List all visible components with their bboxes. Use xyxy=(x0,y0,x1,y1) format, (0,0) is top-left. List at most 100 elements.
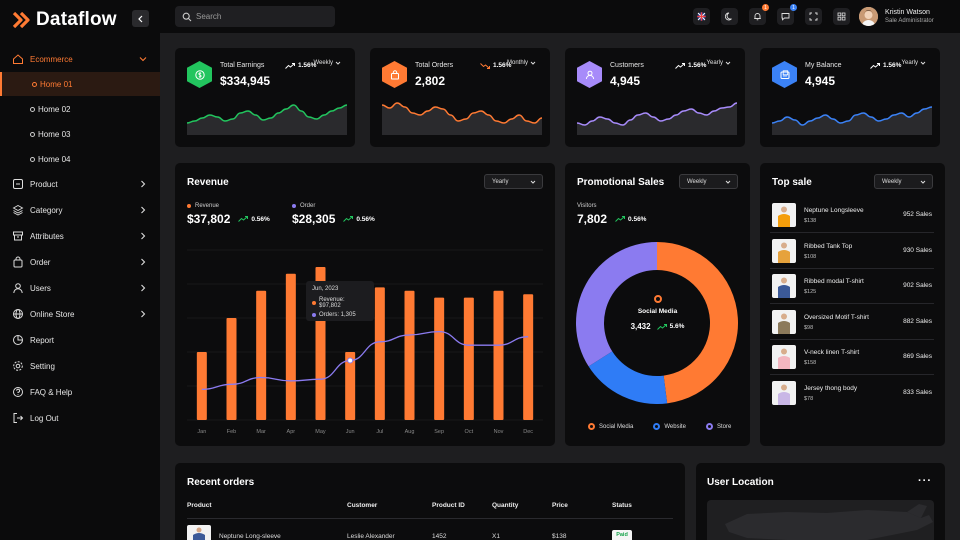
top-sale-item[interactable]: Ribbed Tank Top $108 930 Sales xyxy=(770,234,934,269)
sidebar-item-faq-help[interactable]: FAQ & Help xyxy=(0,379,160,405)
stat-title: My Balance xyxy=(805,62,842,69)
revenue-legend-label: Revenue xyxy=(195,203,220,209)
fullscreen-button[interactable] xyxy=(805,8,822,25)
col-product-id[interactable]: Product ID xyxy=(432,502,465,509)
donut-slice-website[interactable] xyxy=(588,351,668,404)
sidebar-item-log-out[interactable]: Log Out xyxy=(0,405,160,431)
col-product[interactable]: Product xyxy=(187,502,212,509)
sidebar-item-category[interactable]: Category xyxy=(0,197,160,223)
col-quantity[interactable]: Quantity xyxy=(492,502,519,509)
product-sales: 882 Sales xyxy=(903,317,932,325)
revenue-bar-jun[interactable] xyxy=(345,352,356,420)
sidebar-item-order[interactable]: Order xyxy=(0,249,160,275)
sparkline-area xyxy=(187,105,347,135)
col-status[interactable]: Status xyxy=(612,502,632,509)
trend-up-icon xyxy=(675,62,685,69)
sparkline-line xyxy=(187,104,347,124)
tooltip-revenue-text: Revenue: $97,802 xyxy=(319,297,345,309)
sidebar-item-users[interactable]: Users xyxy=(0,275,160,301)
product-name: Oversized Motif T-shirt xyxy=(804,313,869,321)
top-sale-item[interactable]: V-neck linen T-shirt $158 869 Sales xyxy=(770,340,934,375)
order-line xyxy=(201,330,529,391)
promo-donut-chart xyxy=(576,242,738,404)
promo-period-dropdown[interactable]: Weekly xyxy=(679,174,738,189)
visitors-label: Visitors xyxy=(577,203,597,209)
revenue-bar-aug[interactable] xyxy=(404,290,415,420)
revenue-bar-nov[interactable] xyxy=(493,290,504,420)
user-avatar[interactable] xyxy=(859,7,878,26)
top-sale-item[interactable]: Ribbed modal T-shirt $125 902 Sales xyxy=(770,269,934,304)
revenue-bar-mar[interactable] xyxy=(256,290,267,420)
sidebar-subitem-home-03[interactable]: Home 03 xyxy=(0,122,160,146)
revenue-bar-oct[interactable] xyxy=(463,297,474,420)
trend-up-icon xyxy=(870,62,880,69)
moon-icon xyxy=(725,12,732,21)
stat-card-my-balance: My Balance 1.56% Yearly 4,945 xyxy=(760,48,940,147)
report-icon xyxy=(13,335,23,345)
donut-slice-store[interactable] xyxy=(576,242,657,367)
revenue-bar-jul[interactable] xyxy=(374,287,385,420)
revenue-bar-dec[interactable] xyxy=(523,294,534,420)
messages-button[interactable]: 1 xyxy=(777,4,797,25)
dropdown-value: Yearly xyxy=(492,178,509,185)
order-id: 1452 xyxy=(432,533,447,540)
brand-logo[interactable]: Dataflow xyxy=(12,9,117,31)
sidebar-item-attributes[interactable]: Attributes xyxy=(0,223,160,249)
donut-slice-social-media[interactable] xyxy=(657,242,738,404)
stat-period-dropdown[interactable]: Weekly xyxy=(313,60,341,66)
top-sale-item[interactable]: Jersey thong body $78 833 Sales xyxy=(770,376,934,411)
stat-period-dropdown[interactable]: Yearly xyxy=(707,60,731,66)
sidebar-item-setting[interactable]: Setting xyxy=(0,353,160,379)
revenue-bar-feb[interactable] xyxy=(226,318,237,420)
sidebar-item-online-store[interactable]: Online Store xyxy=(0,301,160,327)
sidebar-subitem-home-02[interactable]: Home 02 xyxy=(0,97,160,121)
legend-label: Social Media xyxy=(599,423,634,430)
location-map[interactable] xyxy=(707,500,934,540)
notifications-button[interactable]: 1 xyxy=(749,4,769,25)
revenue-value: $37,802 xyxy=(187,212,231,226)
revenue-period-dropdown[interactable]: Yearly xyxy=(484,174,543,189)
sidebar-subitem-home-04[interactable]: Home 04 xyxy=(0,147,160,171)
chevron-right-icon xyxy=(141,180,146,188)
sidebar-subitem-home-01[interactable]: Home 01 xyxy=(0,72,160,96)
stat-period-dropdown[interactable]: Yearly xyxy=(902,60,926,66)
box-icon xyxy=(13,179,23,189)
stat-icon-badge xyxy=(382,61,407,88)
chevron-right-icon xyxy=(141,310,146,318)
revenue-bar-jan[interactable] xyxy=(196,352,207,420)
revenue-legend: Revenue xyxy=(187,203,219,209)
apps-button[interactable] xyxy=(833,8,850,25)
product-sales: 833 Sales xyxy=(903,388,932,396)
x-tick-label: Aug xyxy=(405,429,415,435)
order-summary: $28,305 0.56% xyxy=(292,212,375,226)
more-options-icon[interactable]: ··· xyxy=(918,475,932,487)
col-customer[interactable]: Customer xyxy=(347,502,378,509)
order-product-name[interactable]: Neptune Long-sleeve xyxy=(219,533,281,540)
user-name[interactable]: Kristin Watson xyxy=(885,9,930,16)
order-customer: Leslie Alexander xyxy=(347,533,395,540)
dropdown-value: Weekly xyxy=(882,178,902,185)
order-pct-text: 0.56% xyxy=(356,215,375,223)
stat-period-dropdown[interactable]: Monthly xyxy=(507,60,536,66)
subitem-label: Home 04 xyxy=(38,154,71,164)
revenue-bar-sep[interactable] xyxy=(434,297,445,420)
search-box[interactable] xyxy=(175,6,335,27)
sparkline-line xyxy=(382,102,542,124)
legend-label: Store xyxy=(716,423,732,430)
revenue-bar-apr[interactable] xyxy=(285,273,296,420)
language-button[interactable] xyxy=(693,8,710,25)
stat-period-label: Monthly xyxy=(506,60,528,66)
sidebar-group-ecommerce[interactable]: Ecommerce xyxy=(0,46,160,72)
search-input[interactable] xyxy=(196,12,326,21)
sidebar-item-report[interactable]: Report xyxy=(0,327,160,353)
theme-toggle-button[interactable] xyxy=(721,8,738,25)
collapse-sidebar-button[interactable] xyxy=(132,10,149,27)
top-sale-item[interactable]: Neptune Longsleeve $138 952 Sales xyxy=(770,198,934,233)
top-sale-period-dropdown[interactable]: Weekly xyxy=(874,174,933,189)
sidebar-item-product[interactable]: Product xyxy=(0,171,160,197)
top-sale-item[interactable]: Oversized Motif T-shirt $98 882 Sales xyxy=(770,305,934,340)
stat-card-total-earnings: Total Earnings 1.56% Weekly $334,945 xyxy=(175,48,355,147)
col-price[interactable]: Price xyxy=(552,502,568,509)
stat-value: $334,945 xyxy=(220,74,271,88)
stat-card-total-orders: Total Orders 1.56% Monthly 2,802 xyxy=(370,48,550,147)
